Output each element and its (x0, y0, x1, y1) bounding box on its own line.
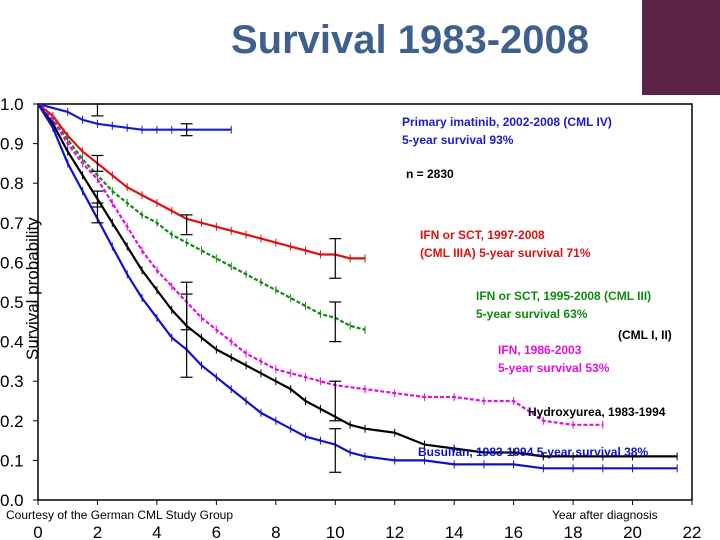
y-tick-label: 0.9 (0, 135, 24, 154)
series-annotation-2: 5-year survival 63% (476, 307, 588, 321)
series-annotation-0: Primary imatinib, 2002-2008 (CML IV) (402, 115, 612, 129)
x-tick-label: 20 (623, 523, 642, 540)
cml-stage-label: (CML I, II) (618, 328, 672, 342)
series-line-2 (37, 103, 366, 331)
y-tick-label: 0.4 (0, 333, 24, 352)
x-tick-label: 0 (33, 523, 42, 540)
series-annotation-4: Hydroxyurea, 1983-1994 (528, 405, 666, 419)
y-axis-label: Survival probability (23, 217, 42, 360)
x-tick-label: 16 (504, 523, 523, 540)
x-tick-label: 18 (564, 523, 583, 540)
series-annotation-0: 5-year survival 93% (402, 133, 514, 147)
series-line-4 (37, 103, 678, 458)
series-annotation-1: (CML IIIA) 5-year survival 71% (420, 246, 591, 260)
x-tick-label: 2 (93, 523, 102, 540)
y-tick-label: 0.2 (0, 412, 24, 431)
y-tick-label: 0.6 (0, 253, 24, 272)
series-annotation-3: IFN, 1986-2003 (498, 343, 582, 357)
courtesy-note: Courtesy of the German CML Study Group (6, 508, 233, 522)
y-tick-label: 0.5 (0, 293, 24, 312)
slide-title: Survival 1983-2008 (230, 18, 590, 62)
annotations: Primary imatinib, 2002-2008 (CML IV) 5-ye… (402, 115, 672, 459)
x-tick-label: 10 (326, 523, 345, 540)
series-annotation-3: 5-year survival 53% (498, 361, 610, 375)
y-tick-label: 0.0 (0, 491, 24, 510)
series-lines (37, 102, 678, 473)
series-line-3 (37, 103, 603, 426)
chart-axes: 0.0 0.1 0.2 0.3 0.4 0.5 0.6 0.7 0.8 0.9 1.0 0 2 4 6 8 10… (0, 95, 701, 540)
y-tick-label: 0.8 (0, 174, 24, 193)
y-tick-label: 0.3 (0, 372, 24, 391)
x-tick-label: 14 (445, 523, 464, 540)
x-tick-label: 22 (683, 523, 702, 540)
x-axis-label: Year after diagnosis (552, 508, 658, 522)
y-tick-label: 1.0 (0, 95, 24, 114)
series-annotation-1: IFN or SCT, 1997-2008 (420, 228, 545, 242)
corner-accent-block (642, 0, 720, 95)
x-tick-label: 4 (152, 523, 161, 540)
y-tick-label: 0.1 (0, 451, 24, 470)
n-count-label: n = 2830 (406, 167, 454, 181)
x-tick-label: 12 (385, 523, 404, 540)
x-tick-label: 8 (271, 523, 280, 540)
series-line-0 (37, 102, 232, 131)
y-tick-label: 0.7 (0, 214, 24, 233)
series-annotation-2: IFN or SCT, 1995-2008 (CML III) (476, 289, 651, 303)
series-annotation-5: Busulfan, 1983-1994 5-year survival 38% (418, 445, 648, 459)
x-tick-label: 6 (212, 523, 221, 540)
